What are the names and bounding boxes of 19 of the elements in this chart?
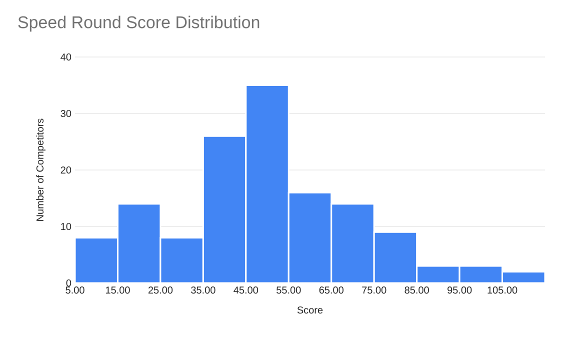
x-tick-label: 55.00 bbox=[276, 286, 301, 294]
y-tick-label: 0 bbox=[66, 279, 72, 287]
y-tick-label: 20 bbox=[60, 166, 72, 174]
chart-title: Speed Round Score Distribution bbox=[18, 16, 260, 32]
y-tick-label: 10 bbox=[61, 222, 72, 230]
x-tick-label: 65.00 bbox=[319, 286, 344, 294]
x-tick-label: 15.00 bbox=[106, 286, 130, 294]
x-tick-label: 5.00 bbox=[66, 286, 84, 294]
x-tick-label: 35.00 bbox=[191, 286, 216, 294]
y-axis-title: Number of Competitors bbox=[36, 118, 46, 221]
x-tick-label: 95.00 bbox=[448, 286, 472, 294]
y-tick-label: 30 bbox=[60, 110, 72, 118]
x-tick-label: 25.00 bbox=[148, 286, 173, 294]
y-tick-label: 40 bbox=[60, 53, 72, 61]
x-tick-label: 75.00 bbox=[362, 286, 386, 294]
x-tick-label: 85.00 bbox=[404, 286, 429, 294]
x-tick-label: 45.00 bbox=[234, 286, 258, 294]
x-axis-title: Score bbox=[297, 306, 323, 314]
x-tick-label: 105.00 bbox=[488, 286, 518, 294]
